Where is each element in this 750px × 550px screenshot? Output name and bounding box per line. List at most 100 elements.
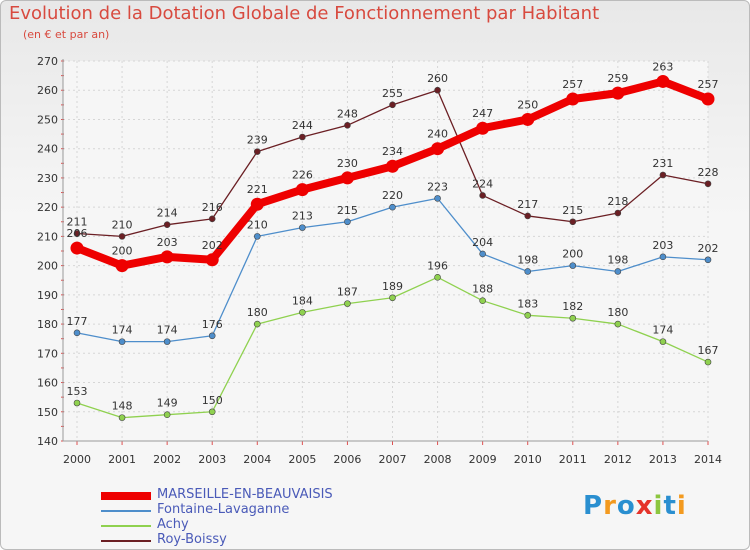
data-point-fontaine-lavaganne	[389, 203, 396, 211]
data-label-roy-boissy: 224	[472, 177, 493, 190]
x-tick-label: 2014	[694, 453, 722, 466]
data-point-marseille-en-beauvaisis	[656, 74, 670, 88]
data-point-roy-boissy	[73, 230, 81, 237]
legend-label: Roy-Boissy	[157, 532, 227, 547]
chart-subtitle: (en € et par an)	[23, 28, 110, 41]
data-point-marseille-en-beauvaisis	[205, 253, 219, 267]
data-point-achy	[614, 320, 622, 328]
y-tick-label: 190	[37, 289, 58, 302]
data-point-marseille-en-beauvaisis	[521, 112, 535, 126]
x-tick-label: 2010	[514, 453, 542, 466]
data-point-achy	[434, 274, 441, 281]
data-point-marseille-en-beauvaisis	[250, 197, 264, 211]
data-point-fontaine-lavaganne	[659, 253, 667, 261]
data-label-roy-boissy: 217	[517, 198, 538, 211]
data-point-roy-boissy	[253, 148, 261, 155]
data-label-marseille-en-beauvaisis: 250	[517, 98, 538, 111]
data-point-fontaine-lavaganne	[73, 329, 81, 337]
data-point-achy	[253, 320, 261, 328]
data-label-marseille-en-beauvaisis: 226	[292, 169, 313, 182]
data-label-roy-boissy: 210	[112, 218, 133, 231]
y-tick-label: 180	[37, 318, 58, 331]
data-point-roy-boissy	[208, 215, 216, 223]
data-point-roy-boissy	[118, 233, 126, 240]
y-tick-label: 210	[37, 230, 58, 243]
data-label-roy-boissy: 248	[337, 107, 358, 120]
data-point-marseille-en-beauvaisis	[160, 250, 174, 264]
x-tick-label: 2004	[243, 453, 271, 466]
data-point-roy-boissy	[524, 212, 532, 220]
data-point-fontaine-lavaganne	[253, 233, 261, 240]
x-tick-label: 2005	[288, 453, 316, 466]
data-point-achy	[569, 314, 577, 322]
data-label-marseille-en-beauvaisis: 203	[157, 236, 178, 249]
data-point-fontaine-lavaganne	[344, 218, 351, 226]
data-label-achy: 174	[652, 324, 673, 337]
data-point-fontaine-lavaganne	[614, 268, 622, 275]
data-point-fontaine-lavaganne	[163, 338, 171, 345]
data-point-achy	[208, 408, 216, 416]
data-label-fontaine-lavaganne: 202	[698, 242, 719, 255]
y-tick-label: 240	[37, 143, 58, 156]
y-tick-label: 160	[37, 377, 58, 390]
x-tick-label: 2003	[198, 453, 226, 466]
legend-label: Fontaine-Lavaganne	[157, 502, 290, 517]
data-point-fontaine-lavaganne	[434, 195, 441, 202]
data-point-achy	[704, 358, 712, 366]
data-label-marseille-en-beauvaisis: 230	[337, 157, 358, 170]
data-label-roy-boissy: 244	[292, 119, 313, 132]
data-label-fontaine-lavaganne: 176	[202, 318, 223, 331]
data-label-fontaine-lavaganne: 223	[427, 180, 448, 193]
data-label-fontaine-lavaganne: 174	[157, 324, 178, 337]
data-point-roy-boissy	[163, 221, 171, 228]
data-label-fontaine-lavaganne: 177	[67, 315, 88, 328]
data-point-marseille-en-beauvaisis	[476, 121, 490, 135]
data-label-achy: 183	[517, 297, 538, 310]
data-point-roy-boissy	[344, 122, 351, 129]
data-label-marseille-en-beauvaisis: 257	[562, 78, 583, 91]
data-label-roy-boissy: 228	[698, 166, 719, 179]
legend-swatch	[101, 492, 151, 500]
data-point-roy-boissy	[704, 180, 712, 188]
data-point-fontaine-lavaganne	[704, 256, 712, 264]
data-label-fontaine-lavaganne: 198	[607, 253, 628, 266]
data-point-marseille-en-beauvaisis	[340, 171, 354, 185]
data-point-roy-boissy	[479, 192, 486, 199]
y-tick-label: 260	[37, 84, 58, 97]
data-label-roy-boissy: 215	[562, 204, 583, 217]
legend-swatch	[101, 510, 151, 512]
data-label-fontaine-lavaganne: 204	[472, 236, 493, 249]
data-label-roy-boissy: 214	[157, 207, 178, 220]
x-tick-label: 2013	[649, 453, 677, 466]
data-point-achy	[659, 338, 667, 345]
x-tick-label: 2011	[559, 453, 587, 466]
data-point-marseille-en-beauvaisis	[611, 86, 625, 100]
data-label-achy: 153	[67, 385, 88, 398]
data-point-roy-boissy	[434, 86, 441, 94]
data-label-achy: 189	[382, 280, 403, 293]
x-tick-label: 2006	[333, 453, 361, 466]
data-label-achy: 196	[427, 259, 448, 272]
data-point-roy-boissy	[659, 171, 667, 179]
data-point-fontaine-lavaganne	[299, 224, 306, 231]
data-label-achy: 149	[157, 397, 178, 410]
data-label-achy: 188	[472, 283, 493, 296]
y-tick-label: 250	[37, 113, 58, 126]
proxiti-logo: Proxiti	[583, 491, 687, 521]
data-point-marseille-en-beauvaisis	[386, 159, 399, 173]
data-label-fontaine-lavaganne: 220	[382, 189, 403, 202]
data-point-marseille-en-beauvaisis	[431, 142, 445, 156]
y-tick-label: 220	[37, 201, 58, 214]
x-tick-label: 2012	[604, 453, 632, 466]
data-label-marseille-en-beauvaisis: 263	[652, 60, 673, 73]
data-label-achy: 167	[698, 344, 719, 357]
data-label-achy: 187	[337, 286, 358, 299]
x-tick-label: 2008	[424, 453, 452, 466]
data-label-marseille-en-beauvaisis: 247	[472, 107, 493, 120]
chart-title: Evolution de la Dotation Globale de Fonc…	[9, 3, 600, 24]
data-point-roy-boissy	[614, 209, 622, 217]
data-point-marseille-en-beauvaisis	[701, 92, 715, 106]
data-point-fontaine-lavaganne	[118, 338, 126, 345]
